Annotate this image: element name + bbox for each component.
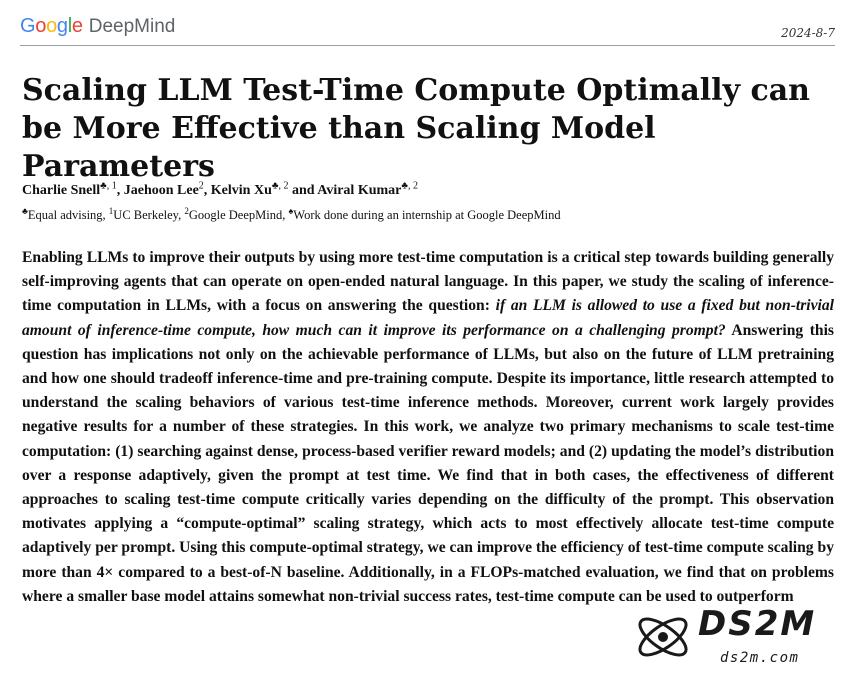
research-question: if an LLM is allowed to use a fixed but … (22, 297, 834, 339)
google-letter: o (35, 14, 47, 37)
abstract: Enabling LLMs to improve their outputs b… (22, 249, 834, 605)
author: Aviral Kumar♣, 2 (317, 180, 418, 198)
watermark-text: DS2M (698, 604, 817, 644)
publication-date: 2024-8-7 (781, 26, 835, 40)
author: Jaehoon Lee2, (123, 180, 211, 198)
google-letter: l (67, 14, 72, 37)
atom-logo-icon (638, 617, 688, 657)
deepmind-wordmark: DeepMind (88, 15, 176, 37)
watermark-url: ds2m.com (720, 650, 800, 666)
google-letter: o (46, 14, 57, 37)
google-wordmark: Google (20, 15, 83, 38)
header-divider (20, 45, 835, 46)
google-deepmind-logo: Google DeepMind (20, 15, 175, 38)
page-header: Google DeepMind 2024-8-7 (20, 12, 835, 41)
author-list: Charlie Snell♣, 1, Jaehoon Lee2, Kelvin … (22, 180, 822, 199)
google-letter: e (71, 14, 83, 37)
google-letter: G (20, 14, 36, 37)
author: Charlie Snell♣, 1, (22, 180, 124, 198)
google-letter: g (56, 14, 68, 37)
paper-title: Scaling LLM Test-Time Compute Optimally … (22, 73, 810, 184)
author: Kelvin Xu♣, 2 and (210, 180, 318, 198)
watermark: DS2M ds2m.com (628, 604, 848, 674)
affiliations: ♣Equal advising, 1UC Berkeley, 2Google D… (22, 206, 561, 223)
